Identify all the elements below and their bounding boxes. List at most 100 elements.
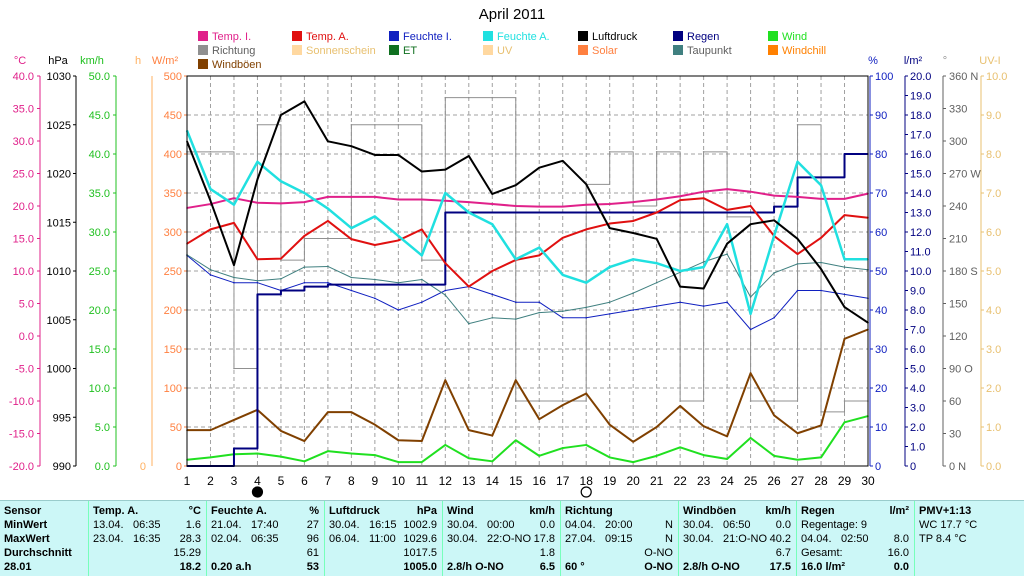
data-point bbox=[491, 270, 494, 272]
data-point bbox=[350, 289, 353, 292]
unit-temp: °C bbox=[14, 55, 26, 67]
dir-avg: O-NO bbox=[644, 547, 673, 559]
data-point bbox=[561, 274, 564, 276]
gust-max-date: 30.04. bbox=[683, 533, 714, 545]
wm2-axis-tick: 150 bbox=[164, 344, 182, 356]
unit-deg: ° bbox=[943, 55, 947, 67]
data-point bbox=[773, 235, 775, 237]
chart-area: 40.035.030.025.020.015.010.05.00.0-5.0-1… bbox=[9, 55, 1007, 498]
data-point bbox=[467, 155, 470, 157]
x-tick-label: 28 bbox=[814, 474, 828, 488]
rain-max-value: 8.0 bbox=[893, 533, 909, 545]
x-tick-label: 14 bbox=[486, 474, 500, 488]
legend-label: Sonnenschein bbox=[306, 45, 376, 57]
gust-cut-a: 2.8/h O-NO bbox=[683, 561, 740, 573]
x-tick-label: 3 bbox=[231, 474, 238, 488]
data-point bbox=[491, 203, 494, 205]
data-point bbox=[374, 454, 376, 456]
temp-header: Temp. A. bbox=[93, 505, 139, 517]
data-point bbox=[538, 301, 541, 304]
data-point bbox=[280, 180, 282, 183]
data-point bbox=[561, 211, 564, 214]
data-point bbox=[303, 266, 306, 268]
data-point bbox=[397, 123, 400, 126]
data-point bbox=[585, 306, 588, 309]
data-point bbox=[538, 254, 541, 257]
data-point bbox=[773, 194, 775, 197]
data-point bbox=[491, 193, 494, 195]
dir-max-date: 27.04. bbox=[565, 533, 596, 545]
temp-axis-tick: -20.0 bbox=[9, 461, 34, 473]
data-point bbox=[655, 455, 658, 457]
data-point bbox=[655, 262, 658, 265]
data-point bbox=[303, 192, 306, 194]
data-point bbox=[421, 461, 423, 463]
lm2-axis-tick: 18.0 bbox=[910, 110, 931, 122]
data-point bbox=[209, 228, 212, 231]
data-point bbox=[820, 456, 822, 459]
data-point bbox=[444, 379, 447, 382]
data-point bbox=[233, 276, 235, 279]
data-point bbox=[632, 205, 634, 207]
data-point bbox=[467, 429, 470, 431]
data-point bbox=[491, 293, 494, 296]
lm2-axis-tick: 14.0 bbox=[910, 188, 931, 200]
rain-days: Regentage: 9 bbox=[801, 519, 868, 531]
data-point bbox=[796, 196, 799, 198]
data-point bbox=[726, 435, 728, 438]
data-point bbox=[421, 254, 423, 257]
legend-swatch bbox=[673, 45, 683, 55]
press-cut: 1005.0 bbox=[403, 561, 437, 573]
data-point bbox=[702, 151, 705, 153]
data-point bbox=[491, 434, 494, 437]
pct-axis-tick: 90 bbox=[875, 110, 887, 122]
wm2-axis-tick: 50 bbox=[170, 422, 182, 434]
data-point bbox=[491, 223, 494, 225]
data-point bbox=[608, 222, 611, 225]
pmv-dewpoint: TP 8.4 °C bbox=[919, 533, 967, 545]
press-min-value: 1002.9 bbox=[403, 519, 437, 531]
data-point bbox=[327, 237, 329, 240]
uvi-axis-tick: 8.0 bbox=[986, 149, 1001, 161]
temp-axis-tick: 5.0 bbox=[19, 299, 34, 311]
data-point bbox=[444, 192, 447, 194]
data-point bbox=[491, 460, 494, 463]
data-point bbox=[679, 285, 681, 288]
data-point bbox=[350, 276, 353, 279]
data-point bbox=[843, 400, 846, 402]
x-tick-label: 6 bbox=[301, 474, 308, 488]
data-point bbox=[796, 289, 799, 292]
series-line-feuchte-a- bbox=[185, 130, 868, 316]
legend-label: Regen bbox=[687, 31, 720, 43]
data-point bbox=[467, 201, 470, 203]
data-point bbox=[209, 268, 212, 271]
data-point bbox=[514, 184, 517, 186]
data-point bbox=[397, 198, 400, 201]
full-moon-icon bbox=[580, 486, 592, 498]
x-tick-label: 22 bbox=[673, 474, 687, 488]
wm2-axis-tick: 500 bbox=[164, 71, 182, 83]
press-min-date: 30.04. bbox=[329, 519, 360, 531]
wm2-axis-tick: 450 bbox=[164, 110, 182, 122]
legend-item: Richtung bbox=[198, 45, 255, 57]
data-point bbox=[350, 283, 353, 286]
data-point bbox=[773, 219, 775, 222]
x-tick-label: 8 bbox=[348, 474, 355, 488]
data-point bbox=[726, 253, 728, 255]
lm2-axis-tick: 13.0 bbox=[910, 208, 931, 220]
legend-swatch bbox=[483, 31, 493, 41]
data-point bbox=[209, 188, 212, 190]
data-point bbox=[679, 195, 681, 198]
legend-item: Solar bbox=[578, 45, 618, 57]
temp-axis-tick: 0.0 bbox=[19, 331, 34, 343]
legend-label: Feuchte A. bbox=[497, 31, 550, 43]
data-point bbox=[421, 170, 423, 173]
legend-label: Feuchte I. bbox=[403, 31, 452, 43]
data-point bbox=[303, 285, 306, 288]
legend-item: Windböen bbox=[198, 59, 262, 71]
stats-col-pmv: PMV+1:13 WC 17.7 °C TP 8.4 °C bbox=[914, 501, 1024, 576]
legend: Temp. I. Temp. A. Feuchte I. Feuchte A. Luft… bbox=[0, 0, 1024, 80]
legend-label: Temp. A. bbox=[306, 31, 349, 43]
lm2-axis-tick: 9.0 bbox=[910, 286, 925, 298]
data-point bbox=[444, 200, 447, 202]
